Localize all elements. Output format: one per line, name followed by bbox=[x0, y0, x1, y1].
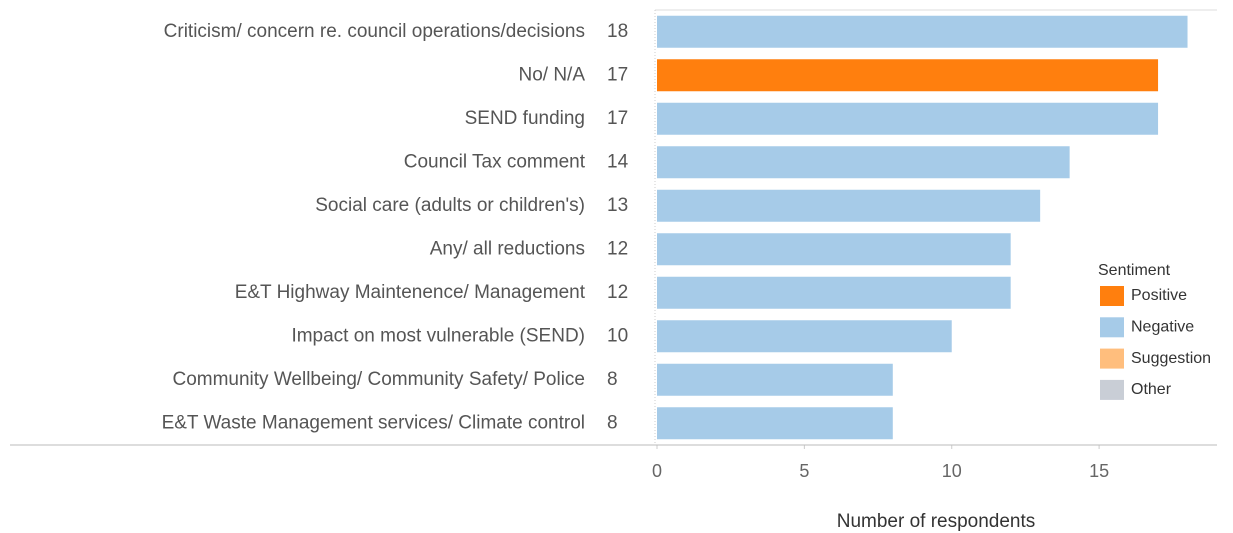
bar bbox=[657, 320, 952, 353]
value-label: 8 bbox=[607, 412, 618, 433]
legend-swatch bbox=[1100, 348, 1124, 369]
category-label: Council Tax comment bbox=[404, 151, 586, 172]
legend-swatch bbox=[1100, 317, 1124, 338]
value-label: 13 bbox=[607, 195, 628, 216]
category-label: E&T Highway Maintenence/ Management bbox=[235, 282, 586, 303]
value-label: 12 bbox=[607, 282, 628, 303]
x-tick-label: 10 bbox=[942, 461, 962, 481]
category-label: Criticism/ concern re. council operation… bbox=[164, 21, 585, 42]
legend-swatch bbox=[1100, 379, 1124, 400]
bar bbox=[657, 233, 1011, 266]
value-label: 8 bbox=[607, 369, 618, 390]
legend-title: Sentiment bbox=[1098, 262, 1171, 279]
x-axis-title: Number of respondents bbox=[837, 511, 1036, 532]
value-label: 14 bbox=[607, 151, 629, 172]
category-label: Impact on most vulnerable (SEND) bbox=[291, 325, 585, 346]
legend-label: Other bbox=[1131, 381, 1172, 398]
category-label: Community Wellbeing/ Community Safety/ P… bbox=[172, 369, 585, 390]
value-label: 12 bbox=[607, 238, 628, 259]
legend-label: Negative bbox=[1131, 319, 1194, 336]
value-label: 18 bbox=[607, 21, 628, 42]
x-tick-label: 5 bbox=[799, 461, 809, 481]
x-tick-label: 0 bbox=[652, 461, 662, 481]
bar bbox=[657, 276, 1011, 309]
category-label: E&T Waste Management services/ Climate c… bbox=[162, 412, 585, 433]
x-tick-label: 15 bbox=[1089, 461, 1109, 481]
bar bbox=[657, 407, 893, 440]
value-label: 17 bbox=[607, 108, 628, 129]
category-label: Any/ all reductions bbox=[430, 238, 585, 259]
category-label: No/ N/A bbox=[518, 64, 585, 85]
legend-swatch bbox=[1100, 286, 1124, 306]
legend-label: Suggestion bbox=[1131, 350, 1211, 367]
category-label: SEND funding bbox=[465, 108, 585, 129]
bar bbox=[657, 102, 1159, 135]
bar bbox=[657, 59, 1159, 92]
bar bbox=[657, 363, 893, 396]
value-label: 17 bbox=[607, 64, 628, 85]
bar bbox=[657, 189, 1041, 222]
value-label: 10 bbox=[607, 325, 628, 346]
bar bbox=[657, 146, 1070, 179]
bar bbox=[657, 15, 1188, 48]
legend-label: Positive bbox=[1131, 287, 1187, 304]
category-label: Social care (adults or children's) bbox=[315, 195, 585, 216]
